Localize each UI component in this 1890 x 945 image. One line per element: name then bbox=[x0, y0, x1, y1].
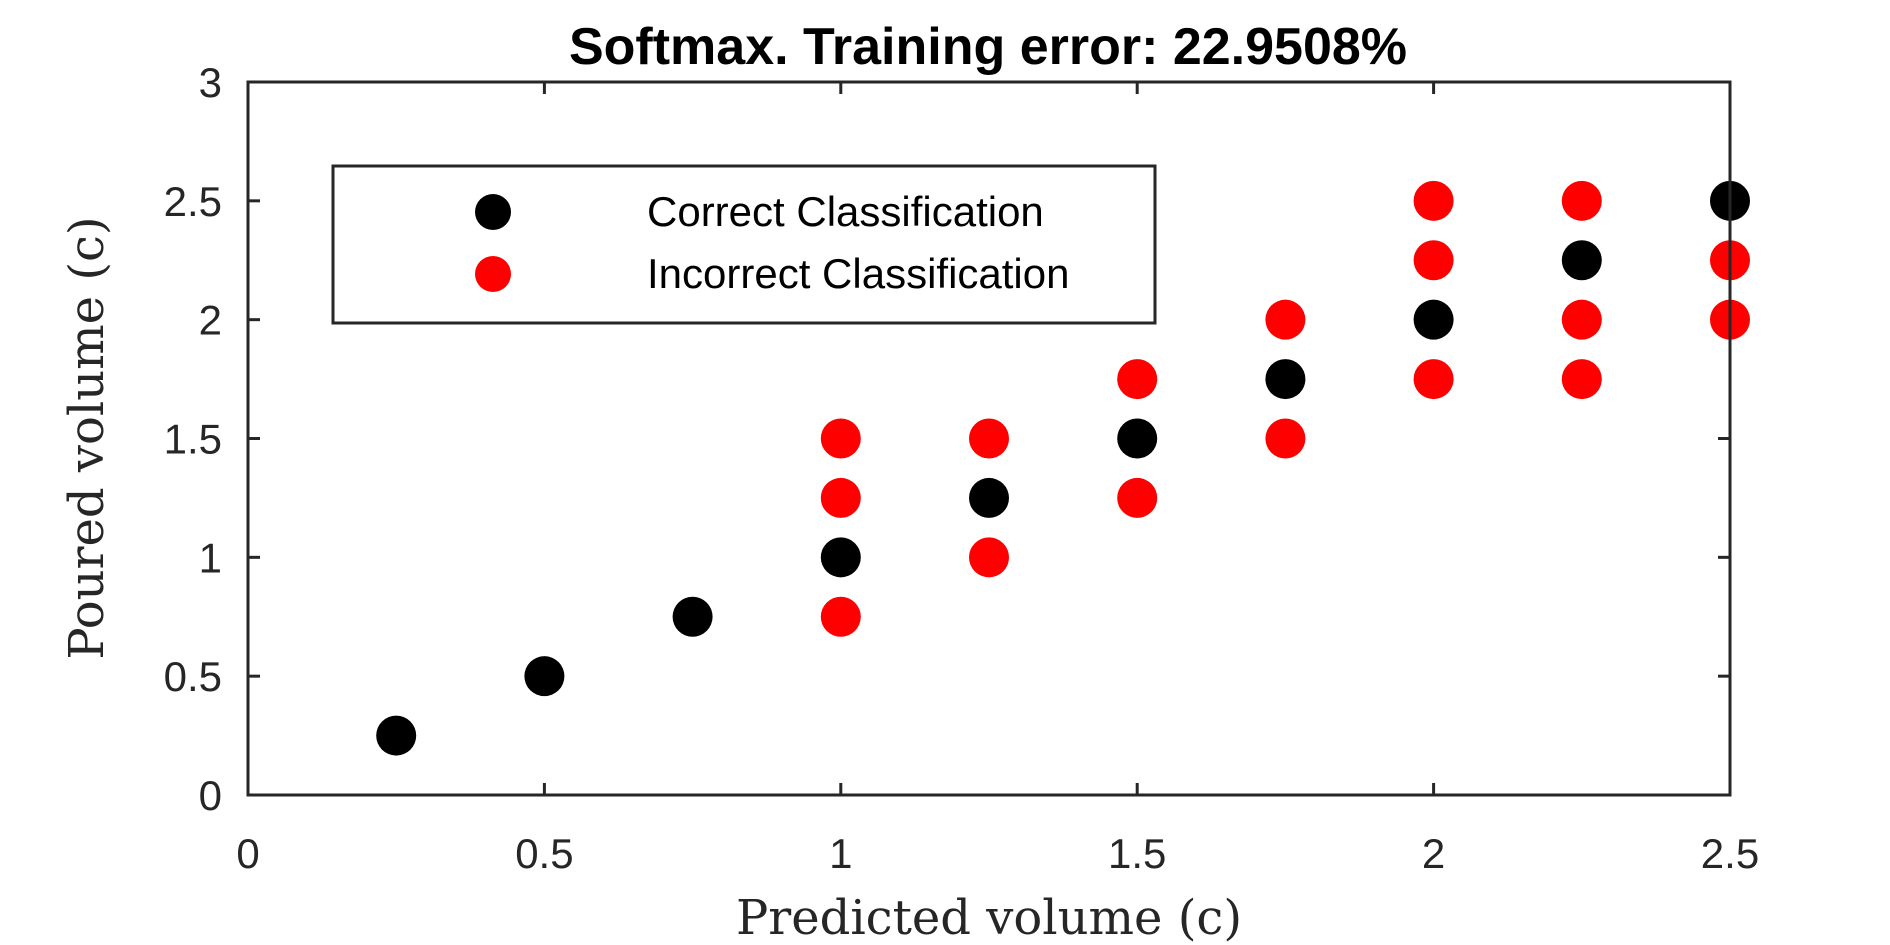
incorrect-point bbox=[820, 418, 861, 459]
correct-point bbox=[524, 656, 565, 697]
correct-point bbox=[1117, 418, 1158, 459]
chart-title: Softmax. Training error: 22.9508% bbox=[569, 18, 1407, 76]
correct-point bbox=[820, 537, 861, 578]
y-tick-label: 2 bbox=[199, 297, 222, 344]
x-tick-label: 2.5 bbox=[1701, 830, 1759, 877]
incorrect-point bbox=[1117, 477, 1158, 518]
incorrect-point bbox=[820, 477, 861, 518]
incorrect-point bbox=[1265, 418, 1306, 459]
incorrect-point bbox=[969, 537, 1009, 578]
incorrect-point bbox=[1561, 299, 1602, 340]
correct-point bbox=[969, 477, 1009, 518]
y-tick-label: 3 bbox=[199, 59, 222, 106]
incorrect-point bbox=[1265, 299, 1306, 340]
y-tick-label: 2.5 bbox=[164, 178, 222, 225]
legend-label: Incorrect Classification bbox=[647, 250, 1069, 297]
legend: Correct Classification Incorrect Classifi… bbox=[331, 164, 1157, 325]
y-tick-label: 1 bbox=[199, 534, 222, 581]
y-tick-label: 0 bbox=[199, 772, 222, 819]
incorrect-point bbox=[1561, 180, 1602, 221]
plot-frame bbox=[246, 80, 1732, 797]
incorrect-point bbox=[820, 596, 861, 637]
incorrect-point bbox=[1413, 359, 1454, 400]
correct-point bbox=[1413, 299, 1454, 340]
x-tick-label: 0.5 bbox=[515, 830, 573, 877]
legend-box bbox=[331, 164, 1157, 325]
correct-point bbox=[1265, 359, 1306, 400]
x-axis-label: Predicted volume (c) bbox=[736, 890, 1242, 945]
y-tick-label: 1.5 bbox=[164, 416, 222, 463]
x-tick-label: 2 bbox=[1422, 830, 1445, 877]
correct-point bbox=[672, 596, 713, 637]
incorrect-point bbox=[1117, 359, 1158, 400]
data-points bbox=[376, 180, 1750, 756]
x-tick-label: 0 bbox=[236, 830, 259, 877]
correct-point bbox=[376, 715, 417, 756]
correct-point bbox=[1561, 240, 1602, 281]
tick-labels: 0 0.5 1 1.5 2 2.5 0 0.5 1 1.5 2 2.5 3 bbox=[164, 59, 1760, 877]
legend-marker bbox=[475, 194, 511, 230]
incorrect-point bbox=[1413, 180, 1454, 221]
x-tick-label: 1.5 bbox=[1108, 830, 1166, 877]
incorrect-point bbox=[1561, 359, 1602, 400]
y-tick-label: 0.5 bbox=[164, 653, 222, 700]
incorrect-point bbox=[969, 418, 1009, 459]
y-axis-label: Poured volume (c) bbox=[59, 216, 115, 659]
x-tick-label: 1 bbox=[829, 830, 852, 877]
legend-label: Correct Classification bbox=[647, 188, 1044, 235]
incorrect-point bbox=[1413, 240, 1454, 281]
legend-marker bbox=[475, 256, 511, 292]
